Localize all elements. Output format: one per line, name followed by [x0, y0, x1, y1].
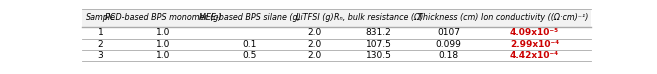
FancyBboxPatch shape: [82, 50, 119, 61]
FancyBboxPatch shape: [419, 9, 478, 27]
Text: 0107: 0107: [437, 28, 460, 37]
Text: 1.0: 1.0: [156, 40, 171, 49]
Text: LiTFSI (g): LiTFSI (g): [296, 13, 334, 22]
FancyBboxPatch shape: [419, 27, 478, 38]
Text: 2.0: 2.0: [307, 28, 322, 37]
FancyBboxPatch shape: [478, 27, 591, 38]
Text: 2.0: 2.0: [307, 40, 322, 49]
FancyBboxPatch shape: [419, 38, 478, 50]
FancyBboxPatch shape: [119, 50, 208, 61]
FancyBboxPatch shape: [478, 50, 591, 61]
FancyBboxPatch shape: [419, 50, 478, 61]
Text: 1: 1: [98, 28, 103, 37]
Text: 1.0: 1.0: [156, 51, 171, 60]
Text: 831.2: 831.2: [365, 28, 392, 37]
Text: 3: 3: [98, 51, 103, 60]
Text: PCD-based BPS monomer (g): PCD-based BPS monomer (g): [105, 13, 221, 22]
Text: 107.5: 107.5: [365, 40, 392, 49]
Text: 0.5: 0.5: [242, 51, 257, 60]
Text: Rₙ, bulk resistance (Ω): Rₙ, bulk resistance (Ω): [334, 13, 423, 22]
Text: 2.0: 2.0: [307, 51, 322, 60]
FancyBboxPatch shape: [119, 27, 208, 38]
FancyBboxPatch shape: [208, 50, 292, 61]
FancyBboxPatch shape: [292, 50, 338, 61]
FancyBboxPatch shape: [208, 38, 292, 50]
FancyBboxPatch shape: [292, 38, 338, 50]
Text: 0.1: 0.1: [242, 40, 257, 49]
Text: Ion conductivity ((Ω·cm)⁻¹): Ion conductivity ((Ω·cm)⁻¹): [481, 13, 588, 22]
FancyBboxPatch shape: [478, 9, 591, 27]
Text: Thickness (cm): Thickness (cm): [419, 13, 479, 22]
Text: 4.09x10⁻⁵: 4.09x10⁻⁵: [510, 28, 559, 37]
FancyBboxPatch shape: [338, 50, 419, 61]
FancyBboxPatch shape: [208, 9, 292, 27]
FancyBboxPatch shape: [82, 9, 119, 27]
Text: 1.0: 1.0: [156, 28, 171, 37]
FancyBboxPatch shape: [338, 9, 419, 27]
FancyBboxPatch shape: [82, 38, 119, 50]
Text: 2.99x10⁻⁴: 2.99x10⁻⁴: [510, 40, 559, 49]
Text: 4.42x10⁻⁴: 4.42x10⁻⁴: [510, 51, 559, 60]
Text: MEE-based BPS silane (g): MEE-based BPS silane (g): [199, 13, 301, 22]
FancyBboxPatch shape: [119, 9, 208, 27]
FancyBboxPatch shape: [292, 27, 338, 38]
FancyBboxPatch shape: [119, 38, 208, 50]
Text: Sample: Sample: [85, 13, 116, 22]
FancyBboxPatch shape: [338, 38, 419, 50]
FancyBboxPatch shape: [292, 9, 338, 27]
FancyBboxPatch shape: [338, 27, 419, 38]
FancyBboxPatch shape: [82, 27, 119, 38]
FancyBboxPatch shape: [208, 27, 292, 38]
Text: 0.099: 0.099: [436, 40, 461, 49]
Text: 130.5: 130.5: [365, 51, 392, 60]
Text: 0.18: 0.18: [438, 51, 459, 60]
Text: 2: 2: [98, 40, 103, 49]
FancyBboxPatch shape: [478, 38, 591, 50]
